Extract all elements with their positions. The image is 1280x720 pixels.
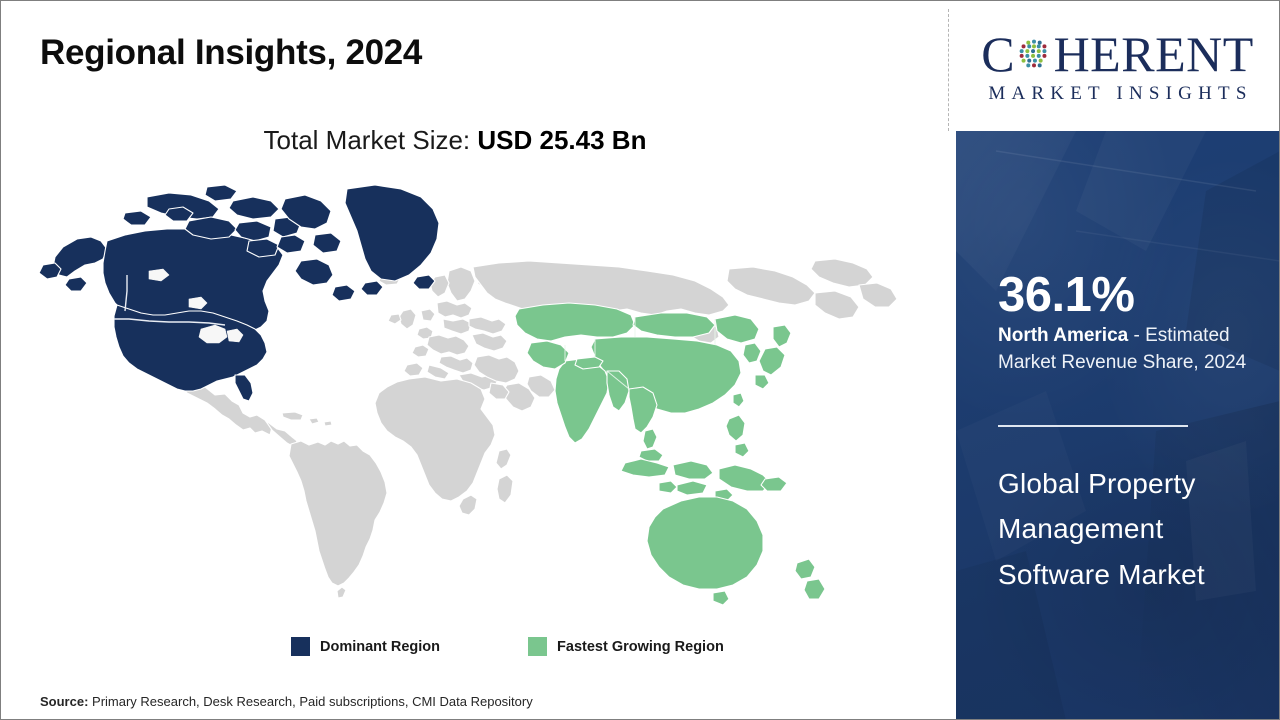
logo-wordmark: C	[981, 27, 1254, 81]
logo-word-rest: HERENT	[1053, 26, 1254, 82]
vertical-dashed-divider	[948, 9, 949, 131]
globe-dots-icon	[1015, 35, 1053, 73]
source-line: Source: Primary Research, Desk Research,…	[40, 694, 533, 709]
market-report-name: Global Property Management Software Mark…	[998, 468, 1205, 590]
market-size-label: Total Market Size:	[263, 125, 478, 155]
stat-sidebar: 36.1% North America - Estimated Market R…	[956, 131, 1279, 719]
logo-tagline: MARKET INSIGHTS	[988, 83, 1253, 104]
legend-item-fastest-growing: Fastest Growing Region	[528, 637, 724, 656]
world-map-svg	[38, 184, 898, 606]
map-region-north-america	[38, 184, 440, 402]
total-market-size: Total Market Size: USD 25.43 Bn	[1, 125, 909, 156]
market-size-value: USD 25.43 Bn	[477, 125, 647, 155]
map-asia-internal-borders	[564, 317, 716, 390]
legend-label-fastest-growing: Fastest Growing Region	[557, 638, 724, 655]
map-region-asia-pacific	[514, 302, 826, 606]
sidebar-divider	[998, 425, 1188, 427]
region-name: North America	[998, 325, 1129, 346]
logo-letter-c: C	[981, 26, 1015, 82]
market-share-percentage: 36.1%	[998, 268, 1135, 322]
source-label: Source:	[40, 694, 89, 709]
map-region-rest-of-world	[178, 258, 898, 599]
map-lakes	[148, 268, 244, 344]
share-description-rest: - Estimated Market Revenue Share, 2024	[998, 325, 1247, 373]
legend-swatch-dominant-icon	[291, 637, 310, 656]
legend-item-dominant: Dominant Region	[291, 637, 440, 656]
brand-logo: C	[956, 3, 1279, 129]
source-text: Primary Research, Desk Research, Paid su…	[88, 694, 533, 709]
market-share-description: North America - Estimated Market Revenue…	[998, 323, 1263, 377]
left-content-panel: Regional Insights, 2024 Total Market Siz…	[1, 1, 949, 719]
legend-swatch-fastest-icon	[528, 637, 548, 656]
page-title: Regional Insights, 2024	[40, 33, 423, 72]
world-map	[29, 179, 919, 624]
map-legend: Dominant Region Fastest Growing Region	[291, 637, 724, 656]
map-internal-borders	[114, 275, 226, 326]
legend-label-dominant: Dominant Region	[320, 638, 441, 655]
